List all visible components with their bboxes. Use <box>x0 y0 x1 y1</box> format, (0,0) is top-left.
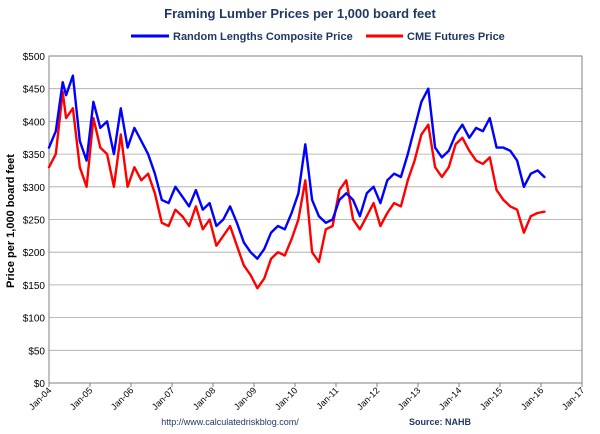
x-tick-label-12: Jan-16 <box>519 385 546 412</box>
y-tick-label-5: $250 <box>23 216 46 227</box>
y-tick-label-7: $350 <box>23 150 46 161</box>
y-tick-label-1: $50 <box>28 346 45 357</box>
x-tick-label-6: Jan-10 <box>273 385 300 412</box>
x-axis: Jan-04 Jan-05 Jan-06 Jan-07 Jan-08 Jan-09 Jan-… <box>27 383 587 412</box>
y-tick-label-0: $0 <box>34 379 46 390</box>
x-tick-label-2: Jan-06 <box>109 385 136 412</box>
y-tick-label-8: $400 <box>23 117 46 128</box>
x-tick-label-7: Jan-11 <box>314 385 340 411</box>
x-tick-label-5: Jan-09 <box>232 385 259 412</box>
x-tick-label-13: Jan-17 <box>560 385 587 412</box>
x-tick-label-10: Jan-14 <box>437 385 464 412</box>
legend-label-1: CME Futures Price <box>407 31 505 43</box>
gridlines <box>48 55 583 384</box>
source-url[interactable]: http://www.calculatedriskblog.com/ <box>161 417 299 427</box>
series-line-0 <box>47 74 546 260</box>
y-tick-label-3: $150 <box>23 281 46 292</box>
legend-item-0: Random Lengths Composite Price <box>131 31 353 43</box>
y-tick-label-10: $500 <box>23 52 46 63</box>
plot-border <box>48 55 583 384</box>
y-axis-label: Price per 1,000 board feet <box>5 154 17 288</box>
plot-area: $0 $50 $100 $150 $200 $250 $300 $350 $400 $450 $50… <box>23 52 587 412</box>
y-tick-label-4: $200 <box>23 248 46 259</box>
x-tick-label-3: Jan-07 <box>150 385 177 412</box>
series-lines <box>47 74 546 290</box>
source-credit: Source: NAHB <box>409 417 472 427</box>
x-tick-label-1: Jan-05 <box>68 385 95 412</box>
legend-item-1: CME Futures Price <box>366 31 505 43</box>
x-tick-label-11: Jan-15 <box>478 385 505 412</box>
legend-label-0: Random Lengths Composite Price <box>173 31 353 43</box>
y-tick-label-9: $450 <box>23 85 46 96</box>
x-tick-label-9: Jan-13 <box>396 385 423 412</box>
series-line-1 <box>47 90 546 290</box>
y-tick-label-2: $100 <box>23 314 46 325</box>
legend: Random Lengths Composite Price CME Futur… <box>131 31 505 43</box>
x-tick-label-4: Jan-08 <box>191 385 218 412</box>
y-tick-label-6: $300 <box>23 183 46 194</box>
chart-title: Framing Lumber Prices per 1,000 board fe… <box>164 6 436 21</box>
y-axis: $0 $50 $100 $150 $200 $250 $300 $350 $400 $450 $50… <box>23 52 46 390</box>
x-tick-label-8: Jan-12 <box>355 385 382 412</box>
